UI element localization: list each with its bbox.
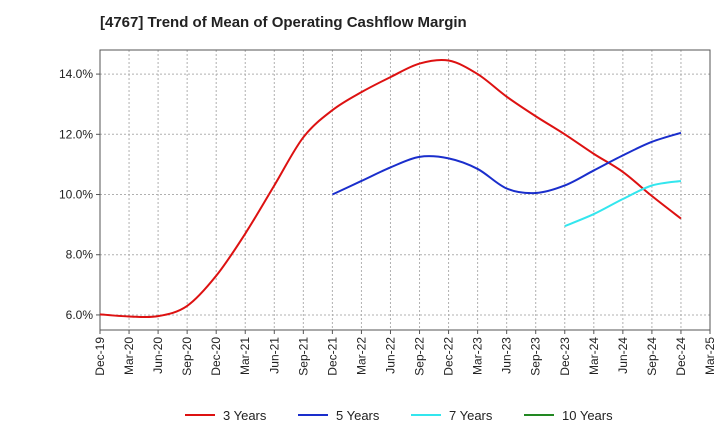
x-tick-label: Mar-22 [354,337,368,375]
x-tick-label: Jun-20 [151,337,165,374]
series-line-5-years [331,131,682,196]
series-line-3-years [99,58,682,319]
legend-label-7-years: 7 Years [449,408,493,423]
series-line-7-years [564,179,682,228]
x-tick-label: Sep-21 [296,337,310,376]
x-tick-label: Sep-24 [645,337,659,376]
x-tick-label: Dec-19 [93,337,107,376]
x-tick-label: Sep-23 [529,337,543,376]
y-tick-label: 8.0% [66,248,94,262]
x-tick-label: Dec-24 [674,337,688,376]
x-tick-label: Jun-22 [383,337,397,374]
legend-label-5-years: 5 Years [336,408,380,423]
grid-lines [100,50,710,330]
y-tick-label: 14.0% [59,67,93,81]
legend-label-10-years: 10 Years [562,408,613,423]
y-tick-label: 6.0% [66,308,94,322]
series-lines [99,58,682,319]
x-tick-label: Dec-21 [325,337,339,376]
x-tick-label: Dec-23 [558,337,572,376]
x-tick-label: Mar-25 [703,337,717,375]
x-tick-label: Jun-24 [616,337,630,374]
legend-label-3-years: 3 Years [223,408,267,423]
x-tick-label: Sep-22 [413,337,427,376]
x-tick-label: Jun-21 [267,337,281,374]
x-tick-label: Mar-21 [238,337,252,375]
x-tick-label: Mar-20 [122,337,136,375]
x-tick-label: Jun-23 [500,337,514,374]
legend: 3 Years 5 Years 7 Years 10 Years [185,408,613,423]
x-tick-label: Sep-20 [180,337,194,376]
y-tick-label: 10.0% [59,188,93,202]
y-axis-ticks: 6.0% 8.0% 10.0% 12.0% 14.0% [59,67,100,322]
chart-title: [4767] Trend of Mean of Operating Cashfl… [100,14,467,31]
y-tick-label: 12.0% [59,127,93,141]
x-axis-ticks: Dec-19 Mar-20 Jun-20 Sep-20 Dec-20 Mar-21 Jun-… [93,330,717,376]
x-tick-label: Dec-22 [442,337,456,376]
x-tick-label: Mar-24 [587,337,601,375]
x-tick-label: Dec-20 [209,337,223,376]
x-tick-label: Mar-23 [471,337,485,375]
plot-area-frame [99,49,711,331]
